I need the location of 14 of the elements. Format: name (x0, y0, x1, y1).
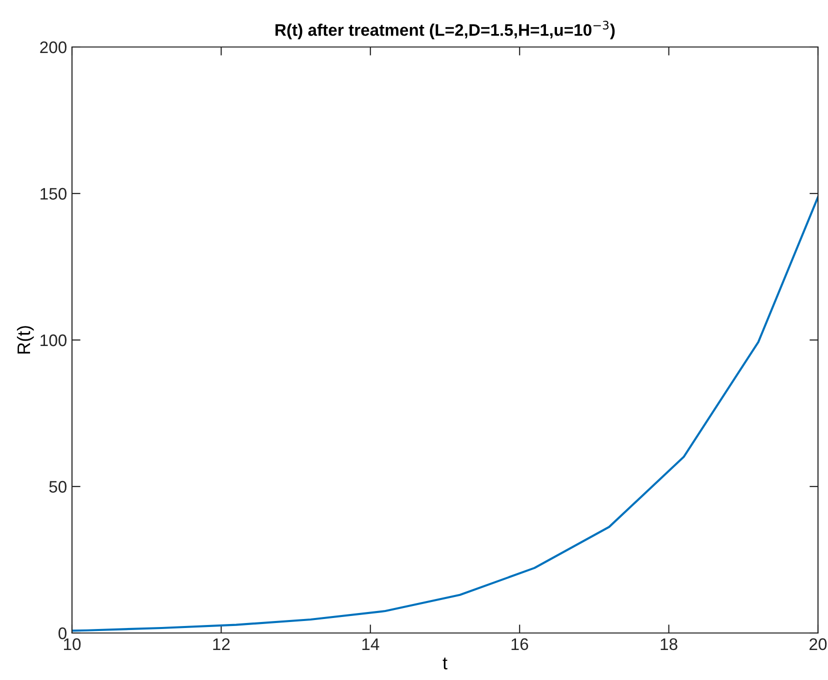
x-tick-label: 10 (64, 638, 81, 650)
x-axis-title: t (442, 658, 448, 670)
x-tick-label: 16 (512, 638, 528, 650)
x-tick-label: 20 (810, 638, 827, 650)
y-tick-label: 50 (49, 480, 66, 493)
y-tick-label: 100 (40, 334, 66, 346)
chart-title: R(t) after treatment (L=2,D=1.5,H=1,u=10$^{−3}$) (276, 20, 615, 40)
y-tick-label: 200 (40, 41, 66, 54)
y-axis-title: R(t) (16, 326, 34, 354)
y-tick-label: 0 (58, 627, 66, 640)
y-tick-label: 150 (40, 188, 66, 200)
x-tick-label: 12 (213, 638, 230, 650)
x-tick-label: 18 (660, 638, 678, 650)
x-tick-label: 14 (362, 638, 380, 650)
